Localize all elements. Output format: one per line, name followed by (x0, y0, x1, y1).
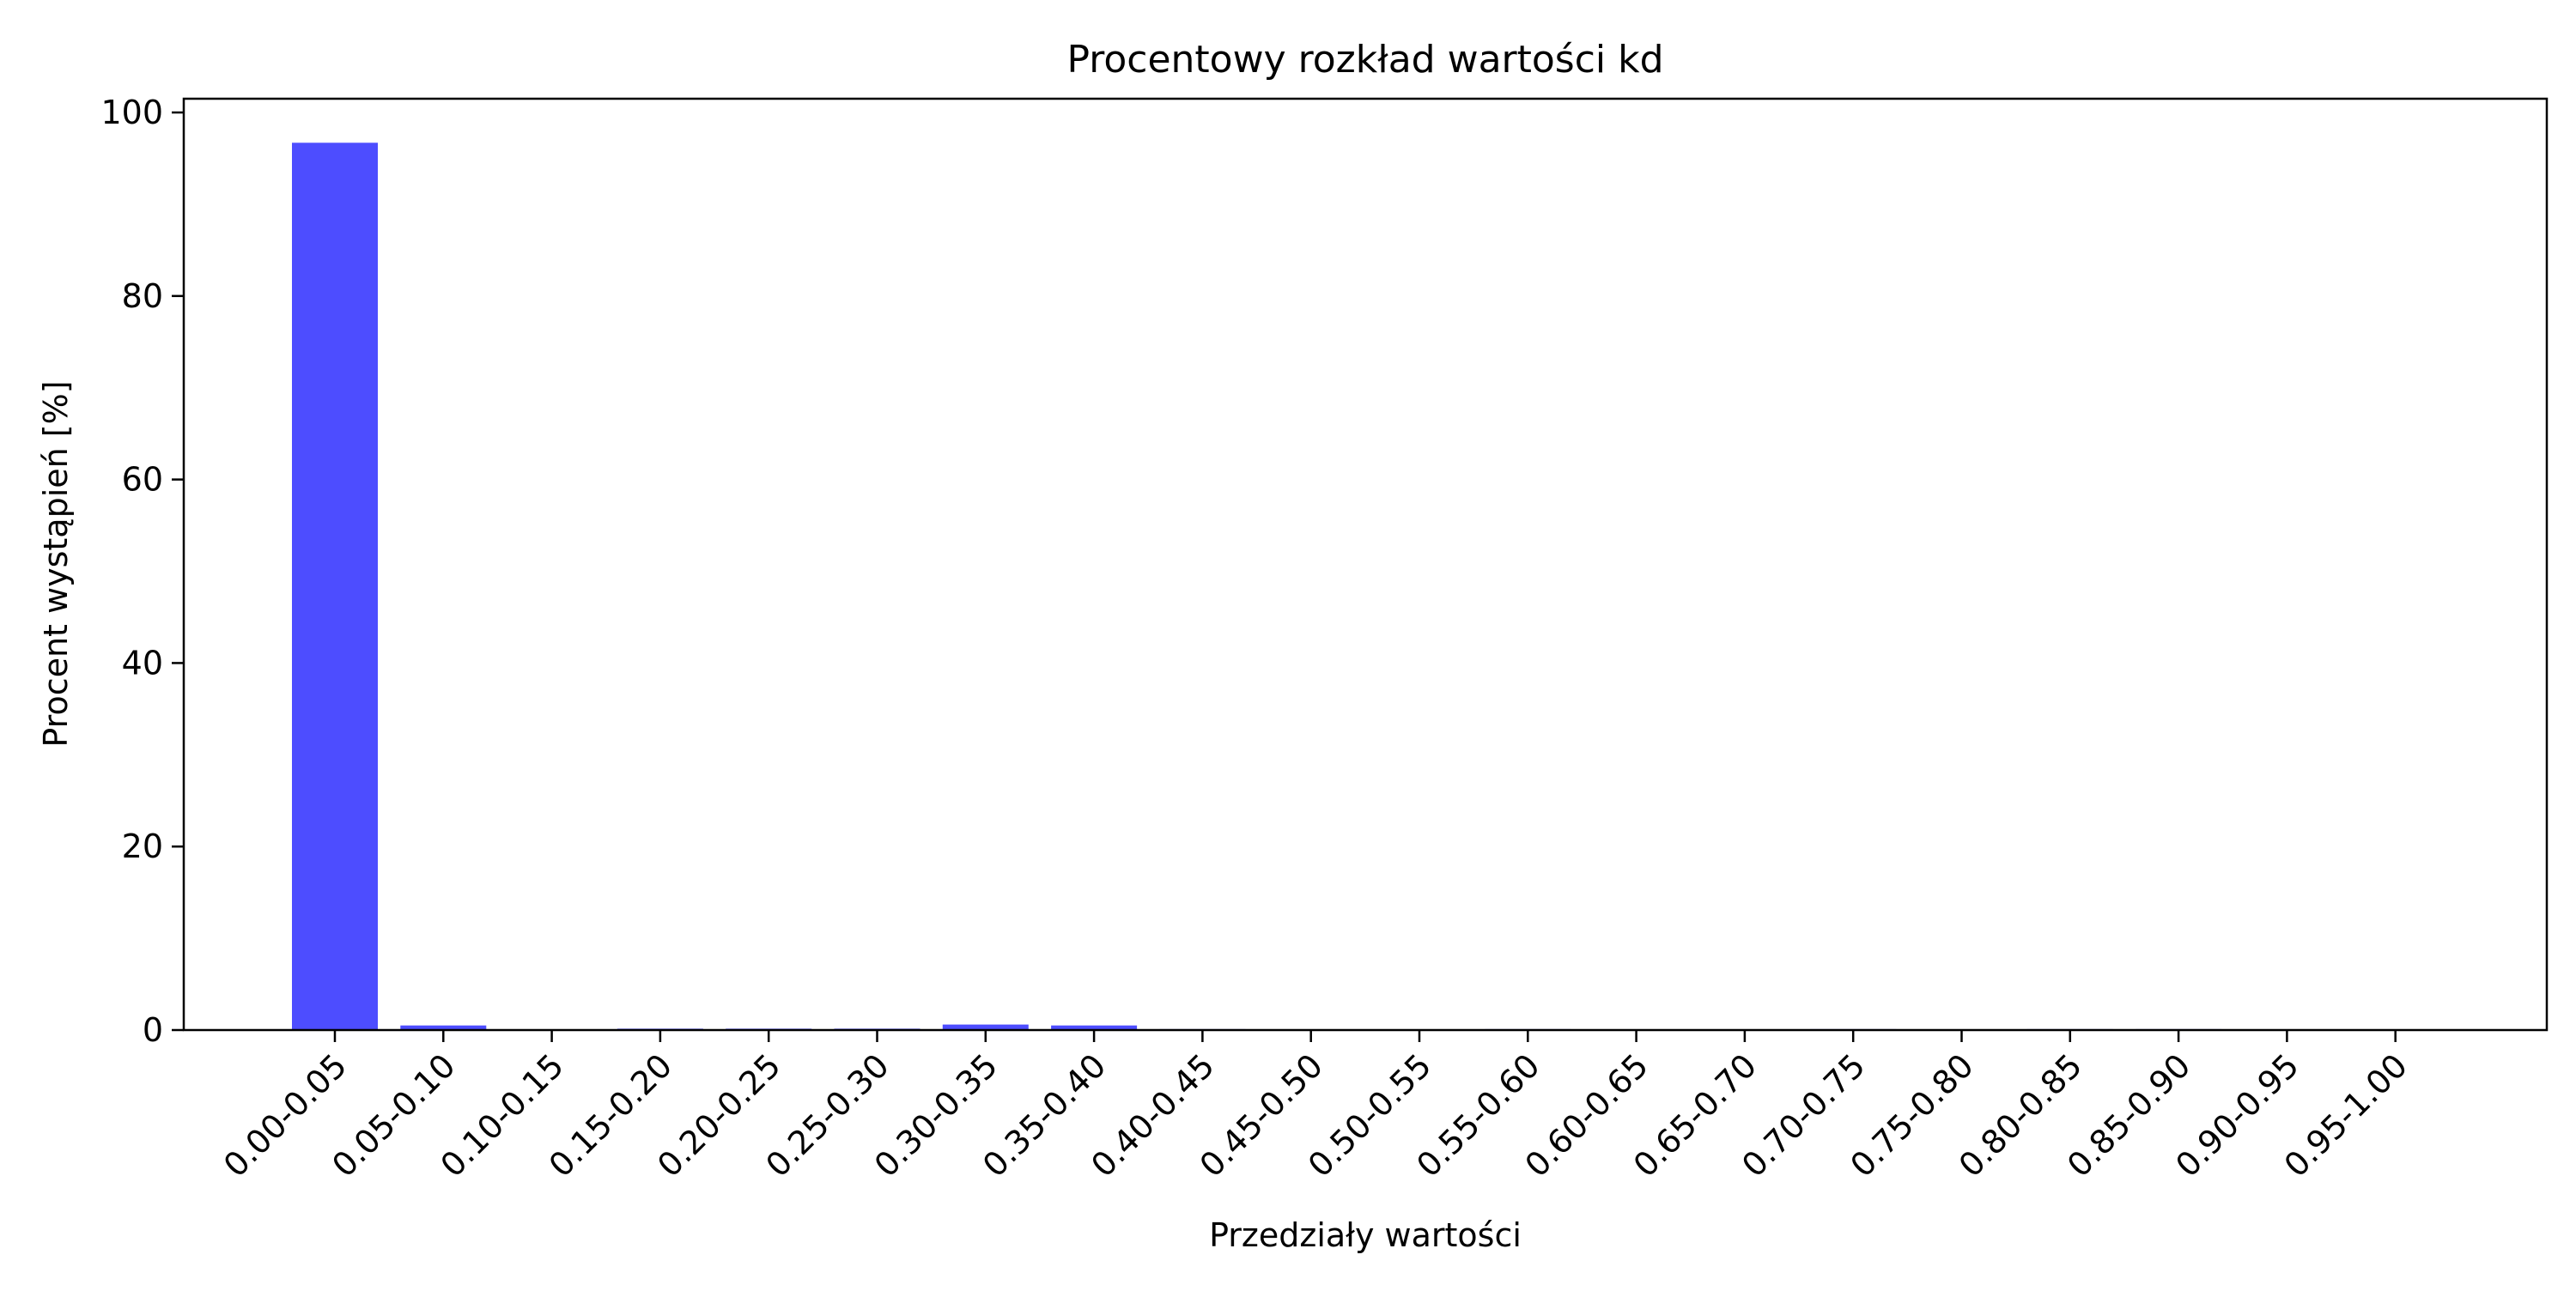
bars-group (292, 142, 2439, 1031)
bar-0.35-0.40 (1051, 1025, 1138, 1030)
plot-frame (182, 97, 2549, 1032)
y-axis-label: Procent wystąpień [%] (37, 380, 75, 747)
y-tick-label: 0 (143, 1011, 163, 1049)
y-tick-label: 80 (122, 277, 163, 315)
y-tick-label: 60 (122, 461, 163, 499)
bar-0.05-0.10 (400, 1025, 487, 1030)
bar-0.00-0.05 (292, 142, 378, 1031)
y-axis: 0 20 40 60 80 100 (100, 94, 184, 1049)
x-axis-label: Przedziały wartości (1209, 1216, 1522, 1254)
bar-0.30-0.35 (942, 1024, 1029, 1030)
y-tick-label: 100 (100, 94, 163, 131)
y-tick-label: 40 (122, 644, 163, 682)
x-axis: 0.00-0.050.05-0.100.10-0.150.15-0.200.20… (216, 1030, 2415, 1185)
chart-title: Procentowy rozkład wartości kd (1066, 38, 1663, 82)
y-tick-label: 20 (122, 827, 163, 865)
